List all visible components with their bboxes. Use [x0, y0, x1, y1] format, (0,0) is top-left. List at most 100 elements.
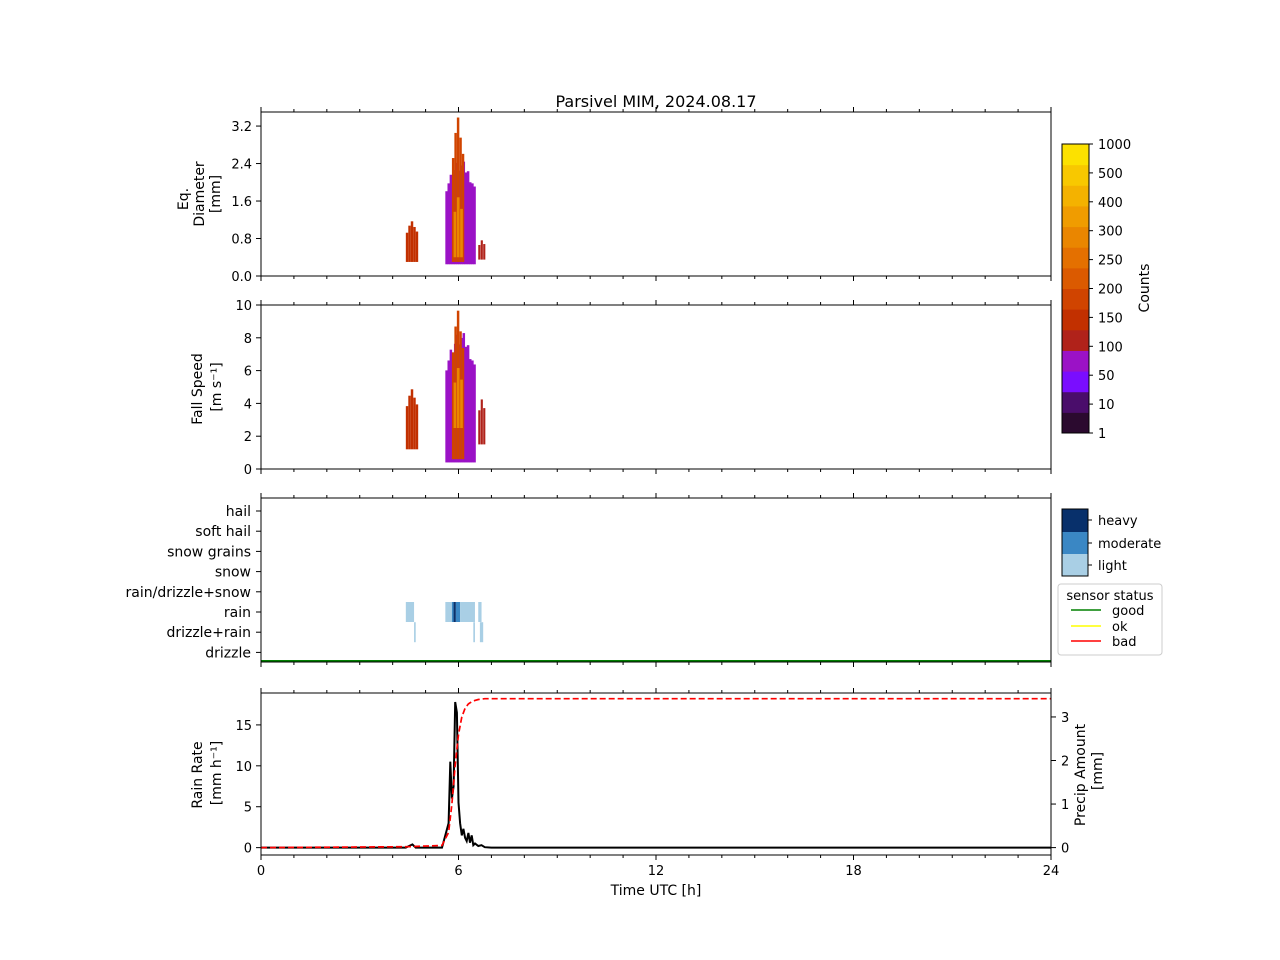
- heatmap-cell: [453, 211, 457, 258]
- y-tick-label: 5: [244, 801, 252, 816]
- sensor-legend-box: [1057, 583, 1163, 656]
- heatmap-cell: [413, 397, 416, 450]
- colorbar-block: [1062, 309, 1089, 331]
- diameter-ylabel-line2: Diameter: [192, 161, 208, 227]
- y-tick-label: 15: [235, 719, 252, 734]
- y2-tick-label: 0: [1061, 842, 1069, 857]
- precip-ylabel-line1: Precip Amount: [1073, 723, 1089, 826]
- speed-ylabel-line2: [m s⁻¹]: [209, 362, 225, 411]
- heatmap-cell: [478, 410, 481, 445]
- colorbar-block: [1062, 329, 1089, 351]
- x-tick-label: 12: [648, 864, 665, 879]
- precip-type-cell: [479, 622, 484, 643]
- precip-type-cell: [451, 602, 454, 622]
- rain-rate-line: [261, 701, 1051, 849]
- intensity-moderate-swatch: [1062, 532, 1088, 554]
- heatmap-cell: [454, 132, 457, 262]
- rain-axes-frame: [260, 692, 1052, 856]
- colorbar-tick-label: 50: [1098, 369, 1115, 384]
- intensity-heavy-swatch: [1062, 509, 1088, 532]
- heatmap-cell: [456, 197, 460, 258]
- rain-lines: [260, 697, 1051, 849]
- speed-panel: 0 2 4 6 8 10 Fall Speed [m s⁻¹]: [190, 299, 1052, 478]
- colorbar-block: [1062, 226, 1089, 248]
- heatmap-cell: [459, 137, 462, 262]
- colorbar-tick-label: 400: [1098, 196, 1123, 211]
- diameter-axes-frame: [260, 111, 1052, 277]
- precip-type-cell: [455, 602, 461, 622]
- heatmap-cell: [460, 208, 463, 258]
- y-tick-label: 0: [244, 842, 252, 857]
- heatmap-cell: [413, 226, 416, 262]
- heatmap-cell: [449, 349, 453, 463]
- intensity-moderate-label: moderate: [1098, 537, 1161, 552]
- sensor-legend-title: sensor status: [1066, 589, 1153, 604]
- y-tick-label: 4: [244, 397, 252, 412]
- heatmap-cell: [405, 232, 409, 262]
- heatmap-cell: [480, 399, 483, 445]
- heatmap-cell: [449, 174, 453, 265]
- counts-colorbar-blocks: [1062, 144, 1089, 434]
- colorbar-tick-label: 250: [1098, 254, 1123, 269]
- type-cells: [405, 602, 484, 643]
- sensor-good-label: good: [1112, 604, 1144, 619]
- intensity-light-swatch: [1062, 554, 1088, 576]
- heatmap-cell: [451, 352, 455, 460]
- heatmap-cell: [445, 370, 448, 463]
- heatmap-cell: [480, 240, 483, 260]
- category-label: rain: [224, 605, 251, 621]
- colorbar-block: [1062, 412, 1089, 434]
- heatmap-cell: [410, 389, 414, 450]
- heatmap-cell: [461, 348, 465, 460]
- x-tick-label: 24: [1043, 864, 1060, 879]
- heatmap-cell: [469, 182, 472, 265]
- heatmap-cell: [473, 364, 476, 463]
- speed-ylabel-line1: Fall Speed: [190, 353, 206, 424]
- colorbar-tick-label: 500: [1098, 167, 1123, 182]
- y-tick-label: 2: [244, 430, 252, 445]
- speed-ticks: 0 2 4 6 8 10: [235, 299, 1052, 478]
- colorbar-block: [1062, 205, 1089, 228]
- y-tick-label: 1.6: [231, 195, 252, 210]
- heatmap-cell: [460, 379, 463, 428]
- category-label: drizzle+rain: [166, 625, 251, 641]
- precip-type-cell: [453, 602, 456, 622]
- heatmap-cell: [483, 408, 486, 445]
- x-tick-label: 0: [257, 864, 265, 879]
- speed-heatmap: [405, 310, 486, 463]
- colorbar-tick-label: 300: [1098, 225, 1123, 240]
- colorbar-tick-label: 150: [1098, 311, 1123, 326]
- colorbar-tick-label: 1: [1098, 427, 1106, 442]
- heatmap-cell: [453, 382, 457, 428]
- heatmap-cell: [445, 191, 448, 265]
- x-tick-label: 6: [454, 864, 462, 879]
- heatmap-cell: [466, 345, 470, 463]
- y-tick-label: 0: [244, 463, 252, 478]
- precip-type-cell: [478, 602, 482, 622]
- precip-type-cell: [405, 602, 415, 622]
- y2-tick-label: 2: [1061, 755, 1069, 770]
- heatmap-cell: [456, 368, 460, 428]
- chart-title: Parsivel MIM, 2024.08.17: [555, 92, 756, 111]
- colorbar-tick-label: 10: [1098, 398, 1115, 413]
- heatmap-cell: [471, 360, 474, 463]
- sensor-ok-label: ok: [1112, 620, 1128, 635]
- heatmap-cell: [447, 360, 450, 463]
- rain-ylabel-line2: [mm h⁻¹]: [209, 741, 225, 806]
- y-tick-label: 3.2: [231, 120, 252, 135]
- diameter-ticks: 0.0 0.8 1.6 2.4 3.2: [231, 107, 1052, 285]
- heatmap-cell: [451, 158, 455, 262]
- heatmap-cell: [408, 395, 411, 450]
- y-tick-label: 8: [244, 332, 252, 347]
- heatmap-cell: [466, 171, 470, 265]
- colorbar-block: [1062, 391, 1089, 413]
- intensity-legend: heavy moderate light: [1061, 508, 1161, 577]
- intensity-light-label: light: [1098, 559, 1127, 574]
- colorbar-block: [1062, 185, 1089, 207]
- category-label: hail: [226, 504, 251, 520]
- colorbar-block: [1062, 288, 1089, 310]
- heatmap-cell: [408, 225, 411, 262]
